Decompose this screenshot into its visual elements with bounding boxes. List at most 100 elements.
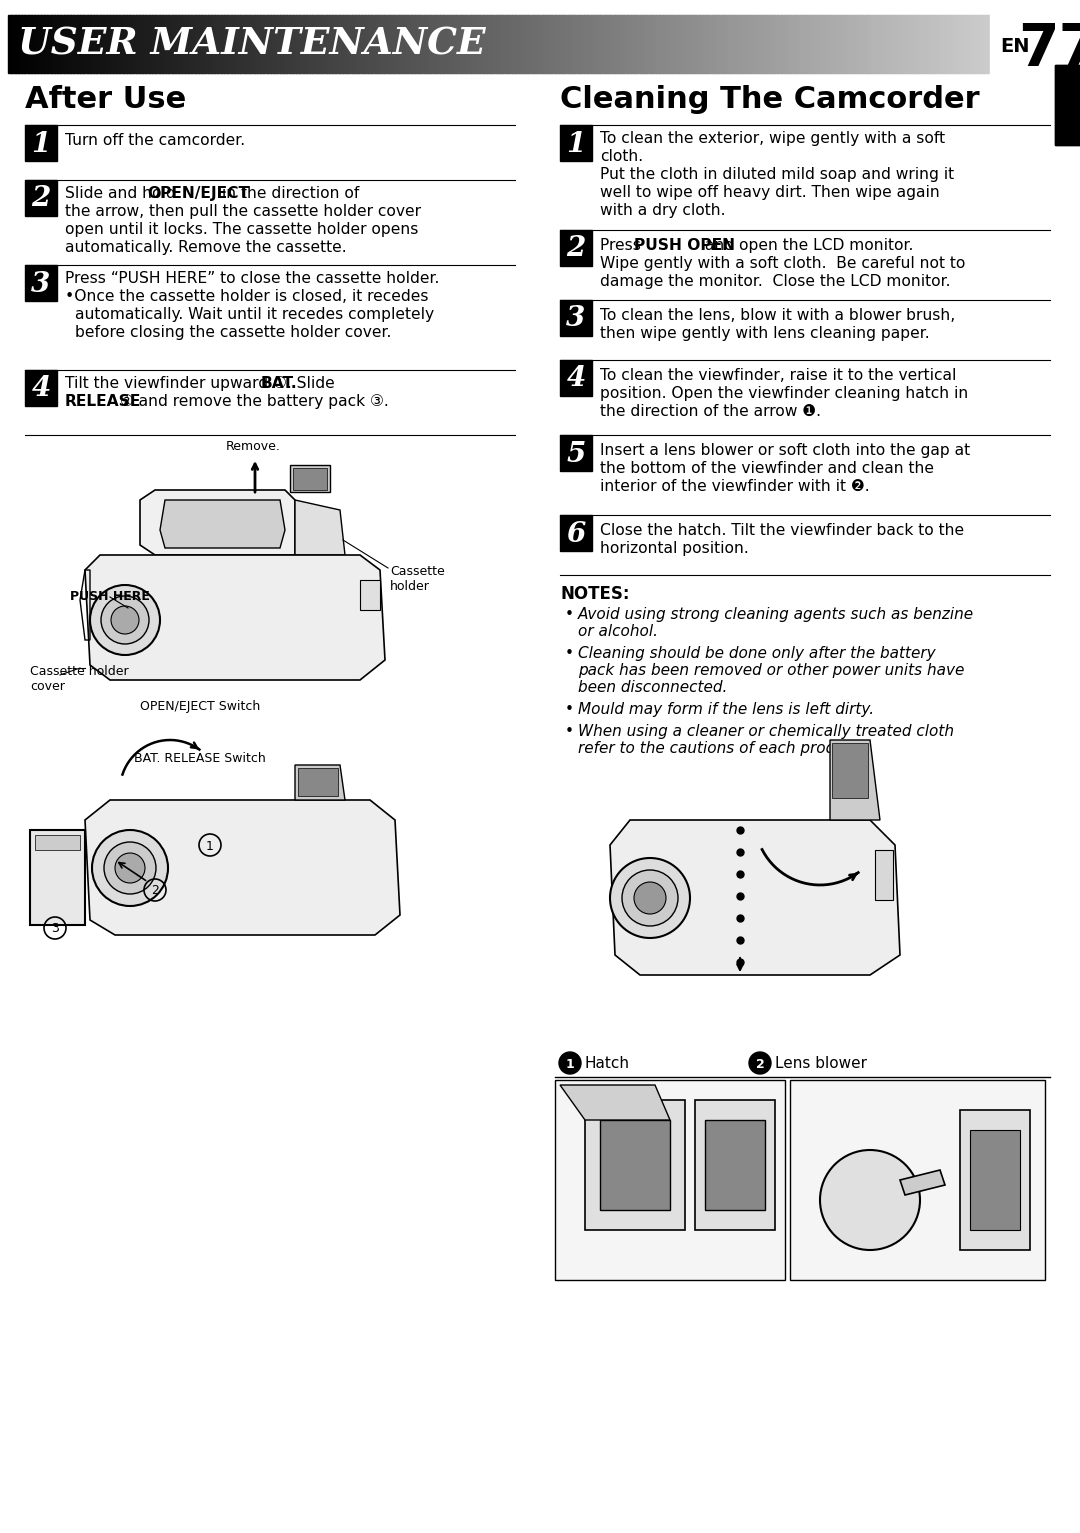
Bar bbox=[934, 15, 939, 74]
Bar bbox=[879, 15, 883, 74]
Bar bbox=[899, 15, 903, 74]
Bar bbox=[483, 15, 487, 74]
Circle shape bbox=[820, 1150, 920, 1249]
Bar bbox=[600, 15, 605, 74]
Bar bbox=[797, 15, 801, 74]
Text: then wipe gently with lens cleaning paper.: then wipe gently with lens cleaning pape… bbox=[600, 327, 930, 340]
Bar bbox=[826, 15, 831, 74]
Bar bbox=[133, 15, 137, 74]
Bar bbox=[715, 15, 719, 74]
Bar bbox=[787, 15, 792, 74]
Bar bbox=[244, 15, 248, 74]
Bar bbox=[931, 15, 935, 74]
Bar bbox=[381, 15, 386, 74]
Text: When using a cleaner or chemically treated cloth: When using a cleaner or chemically treat… bbox=[578, 724, 954, 739]
Text: Press “PUSH HERE” to close the cassette holder.: Press “PUSH HERE” to close the cassette … bbox=[65, 271, 440, 287]
Text: ② and remove the battery pack ③.: ② and remove the battery pack ③. bbox=[114, 394, 389, 409]
Bar bbox=[784, 15, 788, 74]
Bar bbox=[984, 15, 988, 74]
Bar bbox=[561, 435, 592, 471]
Bar bbox=[11, 15, 15, 74]
Bar bbox=[738, 15, 742, 74]
Bar bbox=[666, 15, 671, 74]
Bar bbox=[280, 15, 284, 74]
Bar bbox=[947, 15, 951, 74]
Text: Cassette
holder: Cassette holder bbox=[390, 566, 445, 593]
Bar bbox=[544, 15, 549, 74]
Bar bbox=[855, 15, 860, 74]
Bar bbox=[974, 15, 977, 74]
Text: To clean the lens, blow it with a blower brush,: To clean the lens, blow it with a blower… bbox=[600, 308, 955, 323]
Bar bbox=[476, 15, 481, 74]
Text: refer to the cautions of each product.: refer to the cautions of each product. bbox=[578, 740, 864, 756]
Circle shape bbox=[90, 586, 160, 655]
Bar bbox=[454, 15, 458, 74]
Bar bbox=[757, 15, 761, 74]
Bar bbox=[460, 15, 464, 74]
Bar bbox=[725, 15, 729, 74]
Text: well to wipe off heavy dirt. Then wipe again: well to wipe off heavy dirt. Then wipe a… bbox=[600, 185, 940, 199]
Bar bbox=[51, 15, 55, 74]
Bar bbox=[293, 15, 297, 74]
Bar bbox=[581, 15, 585, 74]
Bar bbox=[555, 15, 559, 74]
Polygon shape bbox=[293, 468, 327, 491]
Bar bbox=[649, 15, 653, 74]
Bar bbox=[990, 11, 1075, 78]
Bar bbox=[842, 15, 847, 74]
Bar bbox=[613, 15, 618, 74]
Bar bbox=[404, 15, 408, 74]
Text: 1: 1 bbox=[566, 1058, 575, 1070]
Bar bbox=[561, 300, 592, 336]
Bar bbox=[25, 15, 29, 74]
Bar bbox=[849, 15, 853, 74]
Bar bbox=[368, 15, 373, 74]
Bar bbox=[561, 230, 592, 267]
Bar bbox=[480, 15, 484, 74]
Bar bbox=[692, 15, 697, 74]
Bar bbox=[430, 15, 434, 74]
Bar bbox=[617, 15, 621, 74]
Bar bbox=[820, 15, 824, 74]
Bar bbox=[217, 15, 221, 74]
Text: Slide and hold: Slide and hold bbox=[65, 185, 180, 201]
Bar bbox=[207, 15, 212, 74]
Text: Avoid using strong cleaning agents such as benzine: Avoid using strong cleaning agents such … bbox=[578, 607, 974, 622]
Bar bbox=[296, 15, 300, 74]
Bar bbox=[54, 15, 58, 74]
Bar bbox=[417, 15, 421, 74]
Text: 1: 1 bbox=[31, 130, 51, 158]
Bar bbox=[549, 15, 552, 74]
Polygon shape bbox=[295, 500, 345, 555]
Bar bbox=[93, 15, 97, 74]
Bar bbox=[375, 15, 379, 74]
Text: position. Open the viewfinder cleaning hatch in: position. Open the viewfinder cleaning h… bbox=[600, 386, 969, 402]
Bar bbox=[865, 15, 869, 74]
Circle shape bbox=[104, 842, 156, 894]
Bar bbox=[227, 15, 231, 74]
Bar bbox=[191, 15, 195, 74]
Bar bbox=[306, 15, 310, 74]
Bar bbox=[562, 15, 566, 74]
Bar bbox=[807, 15, 811, 74]
Text: 3: 3 bbox=[31, 270, 51, 297]
Bar bbox=[604, 15, 608, 74]
Bar bbox=[696, 1101, 775, 1229]
Bar bbox=[502, 15, 507, 74]
Bar bbox=[981, 15, 985, 74]
Text: PUSH HERE: PUSH HERE bbox=[70, 590, 150, 604]
Bar bbox=[541, 15, 545, 74]
Bar bbox=[924, 15, 929, 74]
Bar bbox=[423, 15, 428, 74]
Text: Turn off the camcorder.: Turn off the camcorder. bbox=[65, 133, 245, 149]
Bar bbox=[486, 15, 490, 74]
Bar bbox=[162, 15, 166, 74]
Bar bbox=[670, 15, 674, 74]
Bar bbox=[528, 15, 532, 74]
Bar bbox=[80, 15, 84, 74]
Text: been disconnected.: been disconnected. bbox=[578, 681, 727, 694]
Bar bbox=[591, 15, 595, 74]
Bar bbox=[584, 15, 589, 74]
Bar bbox=[538, 15, 542, 74]
Bar bbox=[122, 15, 126, 74]
